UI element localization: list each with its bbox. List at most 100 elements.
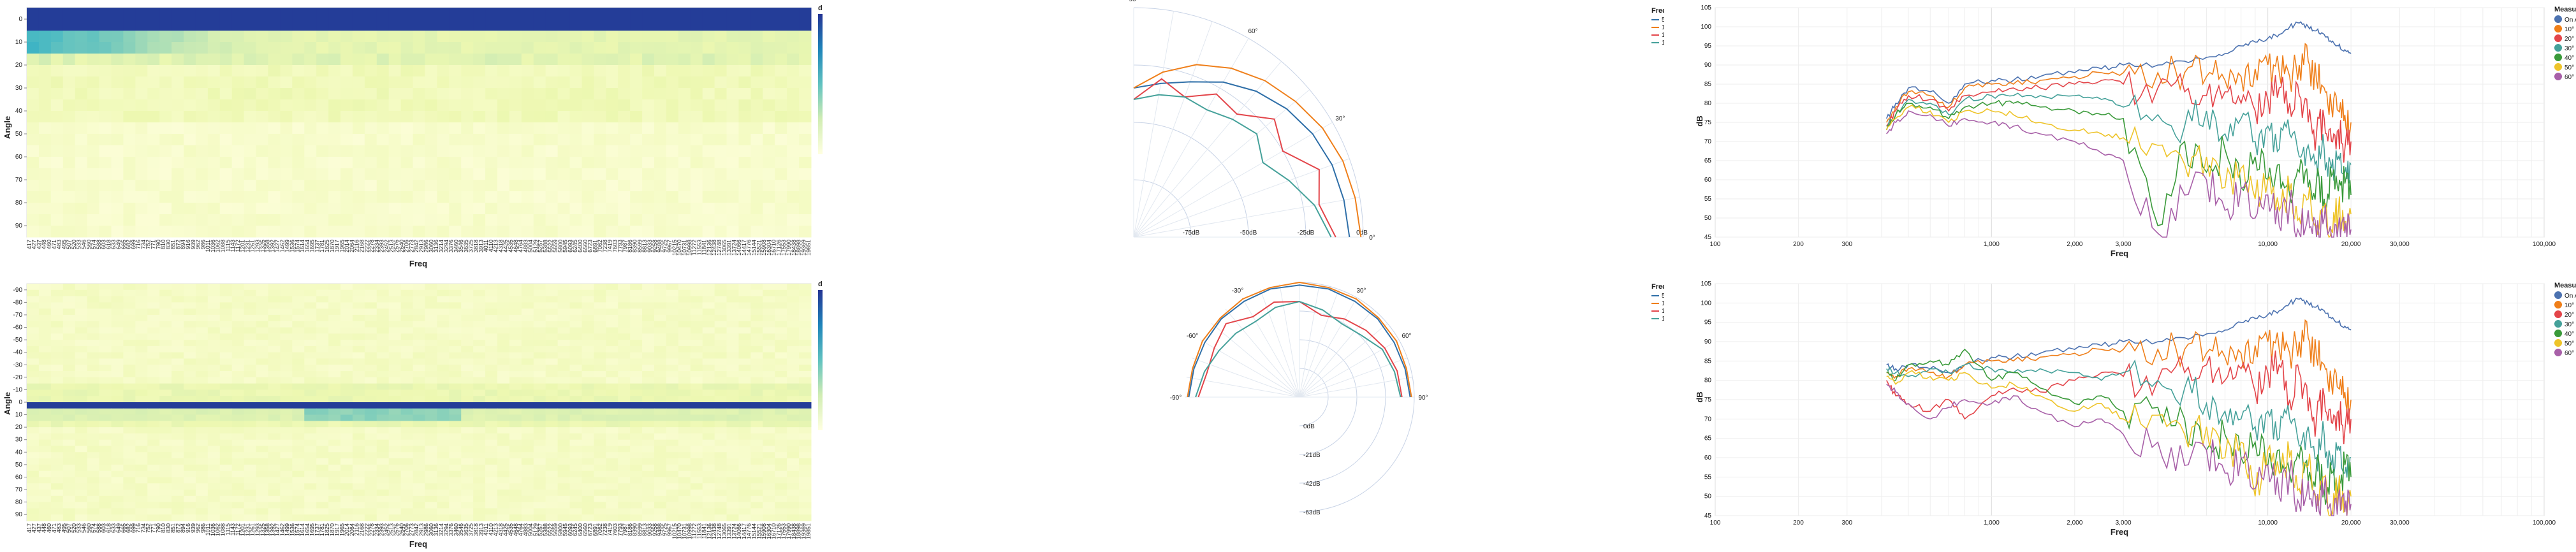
heatmap-cell [763,490,775,497]
heatmap-cell [340,433,353,440]
heatmap-cell [111,333,124,340]
heatmap-cell [38,302,52,309]
spl-legend-label[interactable]: 50° [2565,340,2574,347]
heatmap-cell [111,483,124,490]
heatmap-cell [62,345,76,353]
spl-legend-swatch[interactable] [2554,15,2562,23]
heatmap-cell [388,76,402,89]
heatmap-cell [184,483,196,490]
heatmap-cell [606,365,618,372]
heatmap-cell [244,433,257,440]
spl-legend-label[interactable]: 50° [2565,64,2574,71]
heatmap-cell [38,439,52,447]
heatmap-cell [184,427,196,434]
spl-legend-swatch[interactable] [2554,339,2562,347]
spl-legend-swatch[interactable] [2554,310,2562,318]
heatmap-cell [328,483,341,490]
spl-legend-swatch[interactable] [2554,25,2562,33]
heatmap-cell [654,157,667,169]
spl-legend-label[interactable]: 60° [2565,350,2574,357]
heatmap-cell [376,157,390,169]
heatmap-cell [545,371,559,378]
spl-legend-swatch[interactable] [2554,349,2562,356]
heatmap-cell [304,122,317,134]
heatmap-x-tick: 2773 [408,240,414,252]
spl-legend-swatch[interactable] [2554,34,2562,42]
heatmap-cell [594,157,606,169]
heatmap-cell [123,427,136,434]
heatmap-cell [485,414,498,421]
heatmap-cell [521,289,534,297]
spl-legend-swatch[interactable] [2554,320,2562,328]
heatmap-cell [99,371,112,378]
heatmap-cell [256,203,268,215]
heatmap-cell [123,477,136,484]
heatmap-cell [172,377,184,384]
heatmap-cell [172,314,184,322]
heatmap-cell [75,309,88,316]
heatmap-cell [244,427,257,434]
heatmap-cell [763,352,775,359]
heatmap-cell [316,19,329,31]
heatmap-cell [545,296,559,303]
heatmap-cell [606,42,618,54]
heatmap-y-tick: 90 [15,222,23,229]
heatmap-cell [256,389,268,396]
heatmap-cell [461,289,474,297]
heatmap-cell [400,490,414,497]
heatmap-cell [630,402,643,409]
heatmap-cell [340,352,353,359]
spl-legend-label[interactable]: 30° [2565,45,2574,52]
heatmap-cell [557,458,571,465]
heatmap-cell [184,302,196,309]
heatmap-cell [642,111,655,123]
spl-legend-swatch[interactable] [2554,330,2562,337]
spl-legend-swatch[interactable] [2554,73,2562,80]
spl-legend-swatch[interactable] [2554,44,2562,52]
heatmap-x-tick: 13724 [731,240,737,256]
heatmap-cell [207,284,221,291]
heatmap-cell [799,345,812,353]
heatmap-cell [207,99,221,112]
heatmap-cell [280,88,293,100]
heatmap-cell [195,458,209,465]
heatmap-cell [678,8,691,20]
spl-legend-label[interactable]: 10° [2565,302,2574,309]
spl-legend-label[interactable]: 30° [2565,321,2574,328]
spl-legend-swatch[interactable] [2554,63,2562,71]
heatmap-cell [678,340,691,347]
spl-legend-label[interactable]: 20° [2565,36,2574,43]
heatmap-cell [111,490,124,497]
heatmap-cell [75,408,88,416]
polar-bottom-chart: -63dB-42dB-21dB0dB90°60°30°0°-30°-60°-90… [1170,276,1664,516]
heatmap-cell [787,340,800,347]
spl-legend-label[interactable]: 20° [2565,312,2574,319]
heatmap-cell [473,414,486,421]
heatmap-cell [159,358,172,365]
heatmap-cell [184,383,196,390]
spl-legend-label[interactable]: 60° [2565,74,2574,81]
heatmap-cell [231,408,245,416]
spl-legend-swatch[interactable] [2554,291,2562,299]
spl-legend-label[interactable]: 40° [2565,331,2574,338]
heatmap-cell [38,54,52,66]
heatmap-x-tick: 2064 [349,523,355,536]
spl-legend-swatch[interactable] [2554,301,2562,309]
heatmap-cell [304,99,317,112]
spl-legend-label[interactable]: On Axis [2565,293,2576,300]
spl-legend-swatch[interactable] [2554,54,2562,61]
heatmap-cell [473,340,486,347]
spl-y-tick: 100 [1701,300,1711,307]
heatmap-x-tick: 18898 [796,523,802,539]
heatmap-cell [678,327,691,334]
spl-legend-label[interactable]: 10° [2565,26,2574,33]
spl-legend-label[interactable]: On Axis [2565,17,2576,24]
heatmap-cell [316,464,329,472]
spl-legend-label[interactable]: 40° [2565,55,2574,62]
heatmap-cell [328,327,341,334]
heatmap-cell [111,321,124,328]
heatmap-cell [702,191,715,203]
heatmap-cell [219,389,233,396]
heatmap-cell [292,8,305,20]
heatmap-cell [280,302,293,309]
